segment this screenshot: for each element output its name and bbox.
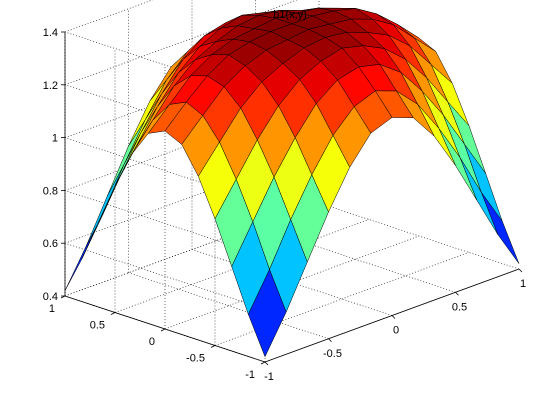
- back-wall-grid-line: [64, 0, 154, 33]
- y-tick-mark: [110, 312, 116, 315]
- z-tick-label: 0.8: [43, 185, 58, 197]
- x-tick-mark: [264, 361, 269, 366]
- floor-grid-line: [128, 272, 329, 340]
- left-wall-grid-line: [64, 242, 266, 310]
- y-tick-mark: [160, 328, 166, 332]
- x-tick-label: 0: [393, 325, 399, 337]
- y-tick-label: 0.5: [90, 320, 105, 332]
- left-wall-grid-line: [64, 190, 266, 257]
- y-tick-label: -0.5: [186, 353, 205, 365]
- left-wall-grid-line: [64, 31, 266, 99]
- y-tick-label: 0: [149, 336, 155, 348]
- chart-title: b1(x,y): [273, 9, 307, 21]
- x-tick-label: 0.5: [452, 301, 467, 313]
- x-tick-mark: [391, 315, 396, 319]
- z-tick-label: 1.2: [43, 80, 58, 92]
- z-tick-label: 0.4: [43, 291, 58, 303]
- x-tick-label: 1: [520, 278, 526, 290]
- y-tick-mark: [260, 361, 266, 365]
- y-tick-mark: [210, 345, 216, 348]
- x-tick-mark: [328, 338, 332, 343]
- axes-lines: [60, 31, 523, 366]
- back-wall-grid-line: [64, 0, 298, 86]
- surface-mesh: [64, 7, 520, 358]
- z-tick-label: 0.6: [43, 238, 58, 250]
- x-tick-label: -0.5: [323, 348, 342, 360]
- z-tick-label: 1: [52, 133, 58, 145]
- tick-labels: -1-0.500.51-1-0.500.510.40.60.811.21.4: [43, 27, 526, 383]
- y-tick-label: -1: [245, 369, 255, 381]
- x-tick-mark: [518, 268, 523, 273]
- surface-patch: [248, 268, 287, 358]
- y-tick-label: 1: [49, 303, 55, 315]
- x-tick-label: -1: [264, 371, 274, 383]
- left-wall-grid-line: [64, 137, 266, 204]
- z-tick-label: 1.4: [43, 27, 58, 39]
- x-tick-mark: [455, 291, 459, 296]
- floor-grid-line: [255, 225, 456, 293]
